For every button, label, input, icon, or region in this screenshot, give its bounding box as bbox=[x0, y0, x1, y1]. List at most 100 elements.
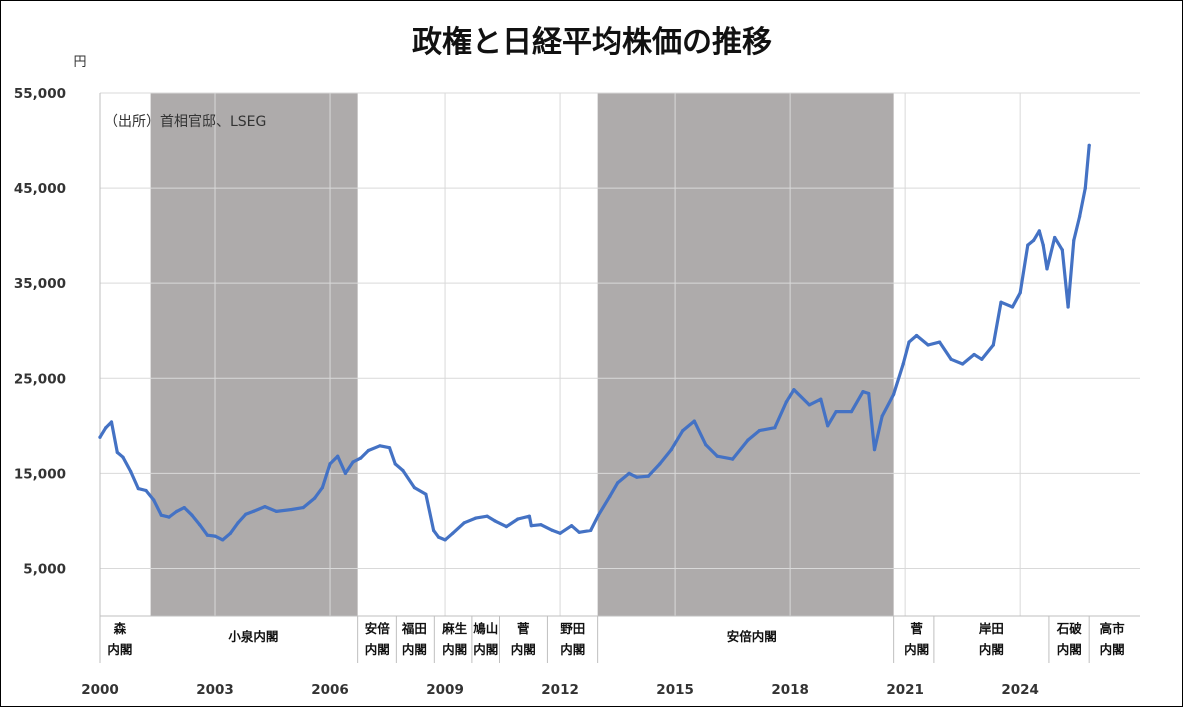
data-point bbox=[516, 517, 520, 521]
data-point bbox=[704, 443, 708, 447]
source-note: （出所）首相官邸、LSEG bbox=[104, 114, 266, 130]
data-point bbox=[1037, 229, 1041, 233]
data-point bbox=[301, 506, 305, 510]
data-point bbox=[115, 450, 119, 454]
data-point bbox=[451, 531, 455, 535]
data-point bbox=[393, 462, 397, 466]
data-point bbox=[867, 391, 871, 396]
data-point bbox=[205, 533, 209, 537]
data-point bbox=[343, 471, 347, 475]
data-point bbox=[198, 523, 202, 527]
data-point bbox=[1078, 215, 1082, 219]
data-point bbox=[915, 333, 919, 338]
cabinet-label-suffix: 内閣 bbox=[560, 642, 585, 657]
data-point bbox=[999, 300, 1003, 304]
data-point bbox=[658, 462, 662, 466]
x-tick-label: 2000 bbox=[81, 682, 119, 698]
data-point bbox=[274, 509, 278, 513]
data-point bbox=[1010, 305, 1015, 309]
data-point bbox=[493, 519, 497, 523]
data-point bbox=[1032, 238, 1036, 242]
cabinet-label-suffix: 内閣 bbox=[442, 642, 467, 657]
cabinet-label: 高市 bbox=[1100, 621, 1126, 636]
x-tick-label: 2021 bbox=[886, 682, 924, 698]
data-point bbox=[991, 343, 995, 347]
cabinet-label: 森 bbox=[114, 621, 127, 636]
data-point bbox=[1087, 143, 1091, 147]
data-point bbox=[144, 488, 148, 493]
data-point bbox=[577, 530, 581, 534]
cabinet-label-suffix: 内閣 bbox=[107, 642, 132, 657]
data-point bbox=[378, 444, 382, 448]
data-point bbox=[159, 513, 163, 517]
data-point bbox=[175, 509, 179, 513]
data-point bbox=[182, 506, 186, 510]
x-tick-label: 2006 bbox=[311, 682, 349, 698]
data-point bbox=[646, 474, 650, 478]
cabinet-label-suffix: 内閣 bbox=[1100, 642, 1125, 657]
cabinet-label-suffix: 内閣 bbox=[365, 642, 390, 657]
x-tick-label: 2003 bbox=[196, 682, 234, 698]
y-tick-label: 5,000 bbox=[23, 561, 66, 577]
data-point bbox=[980, 357, 984, 361]
cabinet-label: 福田 bbox=[401, 621, 427, 636]
data-point bbox=[527, 514, 532, 518]
data-point bbox=[731, 457, 735, 461]
x-tick-label: 2009 bbox=[426, 682, 464, 698]
data-point bbox=[972, 352, 976, 357]
cabinet-label: 菅 bbox=[910, 621, 923, 636]
data-point bbox=[1045, 267, 1049, 271]
data-point bbox=[961, 362, 965, 366]
data-point bbox=[1041, 243, 1045, 247]
data-point bbox=[1066, 305, 1070, 309]
data-point bbox=[485, 514, 489, 518]
data-point bbox=[213, 534, 217, 538]
cabinet-bands bbox=[150, 93, 894, 616]
cabinet-label: 野田 bbox=[560, 621, 585, 636]
data-point bbox=[462, 521, 466, 525]
data-point bbox=[872, 448, 877, 452]
data-point bbox=[901, 362, 905, 366]
data-point bbox=[773, 426, 777, 430]
data-point bbox=[1083, 186, 1087, 190]
data-point bbox=[351, 460, 355, 464]
cabinet-label: 石破 bbox=[1056, 621, 1083, 636]
nikkei-series bbox=[98, 143, 1091, 542]
data-point bbox=[366, 448, 370, 453]
data-point bbox=[263, 505, 267, 509]
data-point bbox=[849, 410, 854, 414]
data-point bbox=[121, 455, 125, 459]
x-tick-label: 2012 bbox=[541, 682, 579, 698]
data-point bbox=[792, 388, 796, 392]
data-point bbox=[539, 523, 543, 527]
data-point bbox=[443, 538, 447, 542]
data-point bbox=[328, 462, 332, 466]
data-point bbox=[834, 410, 838, 414]
data-point bbox=[320, 486, 324, 490]
axes: 5,000 15,000 25,000 35,000 45,000 55,000 2000 2… bbox=[14, 86, 1140, 698]
data-point bbox=[819, 397, 823, 401]
data-point bbox=[715, 454, 719, 458]
data-point bbox=[1026, 243, 1030, 247]
data-point bbox=[359, 456, 363, 460]
cabinet-label-suffix: 内閣 bbox=[979, 642, 1004, 657]
cabinet-label-suffix: 内閣 bbox=[473, 642, 498, 657]
cabinet-label-suffix: 内閣 bbox=[1057, 642, 1082, 657]
data-point bbox=[244, 512, 248, 516]
data-point bbox=[474, 516, 478, 520]
data-point bbox=[424, 492, 428, 496]
data-point bbox=[608, 494, 612, 498]
data-point bbox=[589, 528, 593, 533]
cabinet-label: 菅 bbox=[517, 621, 530, 636]
data-point bbox=[436, 535, 441, 539]
data-point bbox=[1060, 248, 1064, 252]
data-point bbox=[104, 426, 108, 430]
data-point bbox=[251, 509, 255, 513]
cabinet-label: 安倍 bbox=[365, 621, 391, 636]
data-point bbox=[167, 515, 171, 519]
data-point bbox=[826, 424, 830, 428]
data-point bbox=[432, 528, 436, 533]
cabinet-band-0 bbox=[150, 93, 358, 616]
data-point bbox=[109, 420, 114, 424]
